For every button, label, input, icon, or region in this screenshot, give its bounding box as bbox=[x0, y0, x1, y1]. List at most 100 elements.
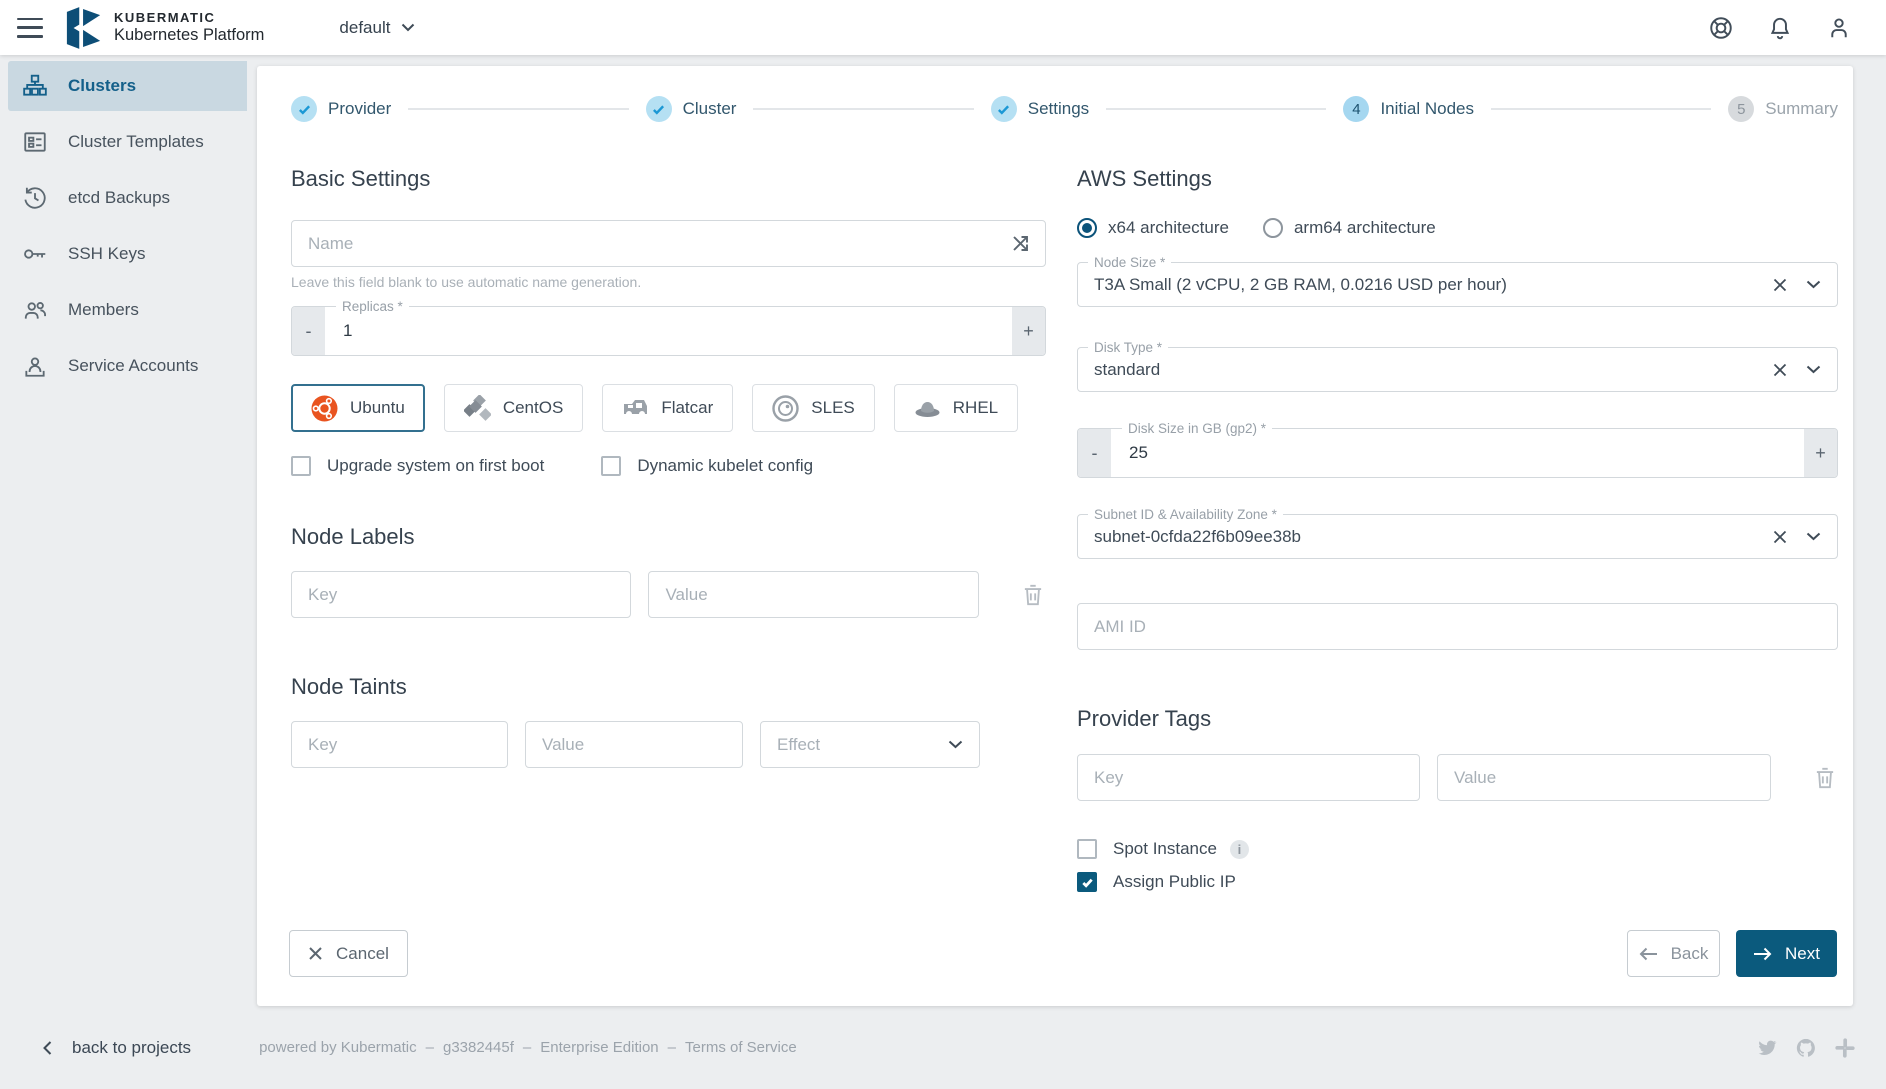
next-button[interactable]: Next bbox=[1736, 930, 1837, 977]
step-connector bbox=[408, 108, 629, 110]
step-connector bbox=[753, 108, 974, 110]
step-summary[interactable]: 5 Summary bbox=[1728, 96, 1838, 122]
subnet-value: subnet-0cfda22f6b09ee38b bbox=[1094, 526, 1302, 546]
step-provider[interactable]: Provider bbox=[291, 96, 391, 122]
replicas-decrement-button[interactable]: - bbox=[292, 307, 325, 355]
cancel-button[interactable]: Cancel bbox=[289, 930, 408, 977]
sidebar-item-label: Members bbox=[68, 300, 139, 319]
arrow-right-icon bbox=[1754, 947, 1772, 960]
footer-social bbox=[1756, 1037, 1856, 1059]
notifications-bell-icon[interactable] bbox=[1767, 15, 1793, 41]
disk-size-input[interactable] bbox=[1111, 429, 1804, 477]
node-label-value-input[interactable] bbox=[648, 571, 979, 618]
twitter-icon[interactable] bbox=[1756, 1037, 1778, 1059]
disk-size-decrement-button[interactable]: - bbox=[1078, 429, 1111, 477]
sidebar-item-label: Service Accounts bbox=[68, 356, 199, 375]
delete-tag-trash-icon[interactable] bbox=[1812, 765, 1838, 791]
back-button[interactable]: Back bbox=[1627, 930, 1720, 977]
dynamic-kubelet-checkbox[interactable]: Dynamic kubelet config bbox=[601, 456, 813, 476]
brand-subtitle: Kubernetes Platform bbox=[114, 26, 265, 44]
os-label: RHEL bbox=[952, 398, 999, 417]
checkbox-box bbox=[601, 456, 622, 476]
sles-logo bbox=[772, 394, 799, 422]
step-cluster[interactable]: Cluster bbox=[645, 96, 736, 122]
os-button-sles[interactable]: SLES bbox=[752, 384, 875, 432]
clear-icon[interactable] bbox=[1773, 363, 1787, 377]
assign-public-ip-checkbox[interactable]: Assign Public IP bbox=[1077, 872, 1838, 892]
provider-tags-title: Provider Tags bbox=[1077, 706, 1212, 731]
provider-tags-row bbox=[1077, 754, 1838, 801]
back-to-projects-link[interactable]: back to projects bbox=[40, 1038, 191, 1058]
node-label-key-input[interactable] bbox=[291, 571, 632, 618]
step-initial-nodes[interactable]: 4 Initial Nodes bbox=[1343, 96, 1474, 122]
ami-id-input[interactable] bbox=[1077, 603, 1838, 650]
radio-circle bbox=[1262, 218, 1283, 238]
chevron-down-icon[interactable] bbox=[1806, 280, 1821, 289]
separator: – bbox=[667, 1039, 676, 1056]
clear-icon[interactable] bbox=[1773, 530, 1787, 544]
checkbox-label: Dynamic kubelet config bbox=[637, 456, 814, 475]
upgrade-on-boot-checkbox[interactable]: Upgrade system on first boot bbox=[291, 456, 544, 476]
slack-icon[interactable] bbox=[1834, 1037, 1856, 1059]
rhel-fedora-logo bbox=[915, 401, 940, 417]
chevron-down-icon[interactable] bbox=[1806, 365, 1821, 374]
delete-label-trash-icon[interactable] bbox=[1020, 582, 1046, 608]
chevron-down-icon bbox=[948, 740, 963, 749]
node-taints-title: Node Taints bbox=[291, 674, 407, 699]
node-taint-value-input[interactable] bbox=[525, 721, 743, 768]
version-text: g3382445f bbox=[443, 1039, 514, 1056]
project-selector[interactable]: default bbox=[339, 18, 415, 38]
help-lifebuoy-icon[interactable] bbox=[1708, 15, 1734, 41]
arm64-architecture-radio[interactable]: arm64 architecture bbox=[1262, 218, 1436, 238]
provider-tag-key-input[interactable] bbox=[1077, 754, 1420, 801]
step-label: Settings bbox=[1027, 99, 1090, 118]
disk-size-increment-button[interactable]: + bbox=[1804, 429, 1837, 477]
effect-placeholder: Effect bbox=[777, 734, 821, 754]
chevron-down-icon[interactable] bbox=[1806, 532, 1821, 541]
kubermatic-logo-mark bbox=[66, 6, 101, 49]
x64-architecture-radio[interactable]: x64 architecture bbox=[1077, 218, 1229, 238]
checkbox-box-checked bbox=[1077, 872, 1097, 892]
provider-tag-value-input[interactable] bbox=[1437, 754, 1771, 801]
sidebar-item-members[interactable]: Members bbox=[8, 285, 247, 335]
subnet-label: Subnet ID & Availability Zone * bbox=[1088, 507, 1283, 522]
service-accounts-icon bbox=[22, 353, 48, 379]
generate-name-shuffle-icon[interactable] bbox=[1011, 234, 1030, 253]
info-icon[interactable] bbox=[1229, 839, 1249, 859]
sidebar-item-ssh-keys[interactable]: SSH Keys bbox=[8, 229, 247, 279]
kubermatic-logo: KUBERMATIC Kubernetes Platform bbox=[65, 6, 265, 49]
members-people-icon bbox=[22, 297, 48, 323]
taint-effect-select[interactable]: Effect bbox=[760, 721, 980, 768]
cluster-templates-icon bbox=[22, 129, 48, 155]
checkbox-box bbox=[1077, 839, 1097, 859]
replicas-increment-button[interactable]: + bbox=[1012, 307, 1045, 355]
checkbox-box bbox=[291, 456, 311, 476]
os-button-flatcar[interactable]: Flatcar bbox=[602, 384, 734, 432]
sidebar-item-clusters[interactable]: Clusters bbox=[8, 61, 247, 111]
step-connector bbox=[1491, 108, 1712, 110]
step-number: 5 bbox=[1728, 96, 1755, 122]
radio-label: x64 architecture bbox=[1108, 218, 1229, 237]
clear-icon[interactable] bbox=[1773, 278, 1787, 292]
user-account-icon[interactable] bbox=[1826, 15, 1852, 41]
github-icon[interactable] bbox=[1795, 1037, 1817, 1059]
sidebar-item-etcd-backups[interactable]: etcd Backups bbox=[8, 173, 247, 223]
os-button-rhel[interactable]: RHEL bbox=[893, 384, 1019, 432]
disk-type-select[interactable]: Disk Type * standard bbox=[1077, 340, 1838, 392]
subnet-select[interactable]: Subnet ID & Availability Zone * subnet-0… bbox=[1077, 507, 1838, 559]
spot-instance-checkbox[interactable]: Spot Instance bbox=[1077, 839, 1838, 859]
disk-type-label: Disk Type * bbox=[1088, 340, 1169, 355]
terms-of-service-link[interactable]: Terms of Service bbox=[685, 1039, 797, 1056]
step-settings[interactable]: Settings bbox=[990, 96, 1090, 122]
sidebar-item-cluster-templates[interactable]: Cluster Templates bbox=[8, 117, 247, 167]
menu-icon[interactable] bbox=[17, 17, 43, 38]
os-label: Flatcar bbox=[661, 398, 714, 417]
sidebar-item-service-accounts[interactable]: Service Accounts bbox=[8, 341, 247, 391]
cluster-name-input[interactable] bbox=[291, 220, 1046, 267]
os-button-ubuntu[interactable]: Ubuntu bbox=[291, 384, 425, 432]
node-taint-key-input[interactable] bbox=[291, 721, 508, 768]
os-button-centos[interactable]: CentOS bbox=[443, 384, 584, 432]
replicas-input[interactable] bbox=[325, 307, 1012, 355]
node-size-select[interactable]: Node Size * T3A Small (2 vCPU, 2 GB RAM,… bbox=[1077, 255, 1838, 307]
project-selector-value: default bbox=[339, 17, 391, 37]
